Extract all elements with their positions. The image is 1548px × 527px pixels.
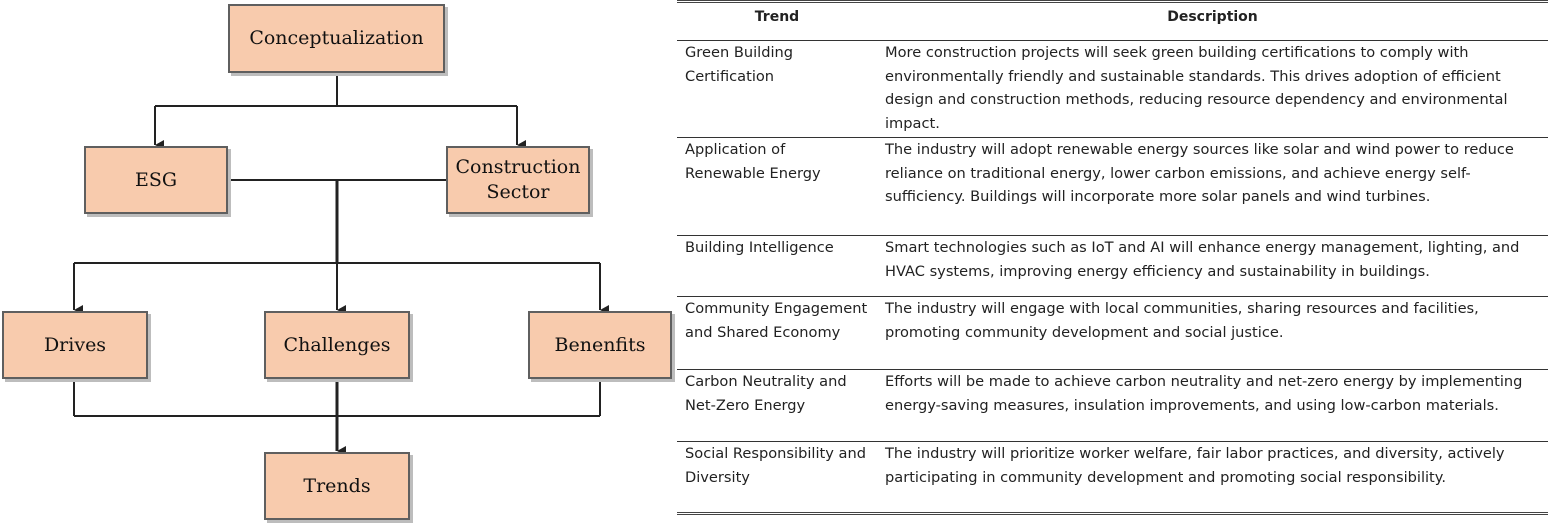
table-row: Carbon Neutrality and Net-Zero Energy Ef… bbox=[677, 370, 1548, 442]
node-label: Conceptualization bbox=[249, 27, 424, 50]
node-label: Benenfits bbox=[554, 333, 646, 356]
cell-trend: Social Responsibility and Diversity bbox=[685, 445, 866, 486]
node-label: Construction Sector bbox=[455, 156, 581, 203]
node-benefits: Benenfits bbox=[528, 311, 672, 379]
cell-trend: Building Intelligence bbox=[685, 239, 834, 256]
cell-description: The industry will prioritize worker welf… bbox=[885, 445, 1505, 486]
cell-trend: Community Engagement and Shared Economy bbox=[685, 300, 868, 341]
header-description: Description bbox=[1167, 9, 1258, 25]
cell-description: The industry will adopt renewable energy… bbox=[885, 141, 1514, 206]
node-label: ESG bbox=[134, 168, 178, 191]
node-esg: ESG bbox=[84, 146, 228, 214]
node-drives: Drives bbox=[2, 311, 148, 379]
table-header-row: Trend Description bbox=[677, 1, 1548, 41]
cell-trend: Green Building Certification bbox=[685, 44, 794, 85]
cell-description: The industry will engage with local comm… bbox=[885, 300, 1479, 341]
node-challenges: Challenges bbox=[264, 311, 410, 379]
table-row: Building Intelligence Smart technologies… bbox=[677, 236, 1548, 297]
cell-description: More construction projects will seek gre… bbox=[885, 44, 1508, 133]
trends-table-container: Trend Description Green Building Certifi… bbox=[677, 0, 1548, 515]
header-trend: Trend bbox=[754, 9, 800, 25]
flowchart-diagram: Conceptualization ESG Construction Secto… bbox=[0, 0, 672, 527]
node-label: Drives bbox=[43, 333, 107, 356]
node-construction-sector: Construction Sector bbox=[446, 146, 590, 214]
flowchart-connectors bbox=[73, 72, 609, 456]
cell-description: Smart technologies such as IoT and AI wi… bbox=[885, 239, 1520, 280]
cell-trend: Carbon Neutrality and Net-Zero Energy bbox=[685, 373, 847, 414]
table-row: Community Engagement and Shared Economy … bbox=[677, 297, 1548, 370]
cell-description: Efforts will be made to achieve carbon n… bbox=[885, 373, 1523, 414]
node-label: Challenges bbox=[283, 333, 391, 356]
trends-table: Trend Description Green Building Certifi… bbox=[677, 0, 1548, 515]
node-conceptualization: Conceptualization bbox=[228, 4, 445, 73]
table-row: Social Responsibility and Diversity The … bbox=[677, 442, 1548, 514]
table-row: Green Building Certification More constr… bbox=[677, 41, 1548, 138]
table-row: Application of Renewable Energy The indu… bbox=[677, 138, 1548, 236]
cell-trend: Application of Renewable Energy bbox=[685, 141, 821, 182]
node-label: Trends bbox=[303, 474, 371, 497]
node-trends: Trends bbox=[264, 452, 410, 520]
